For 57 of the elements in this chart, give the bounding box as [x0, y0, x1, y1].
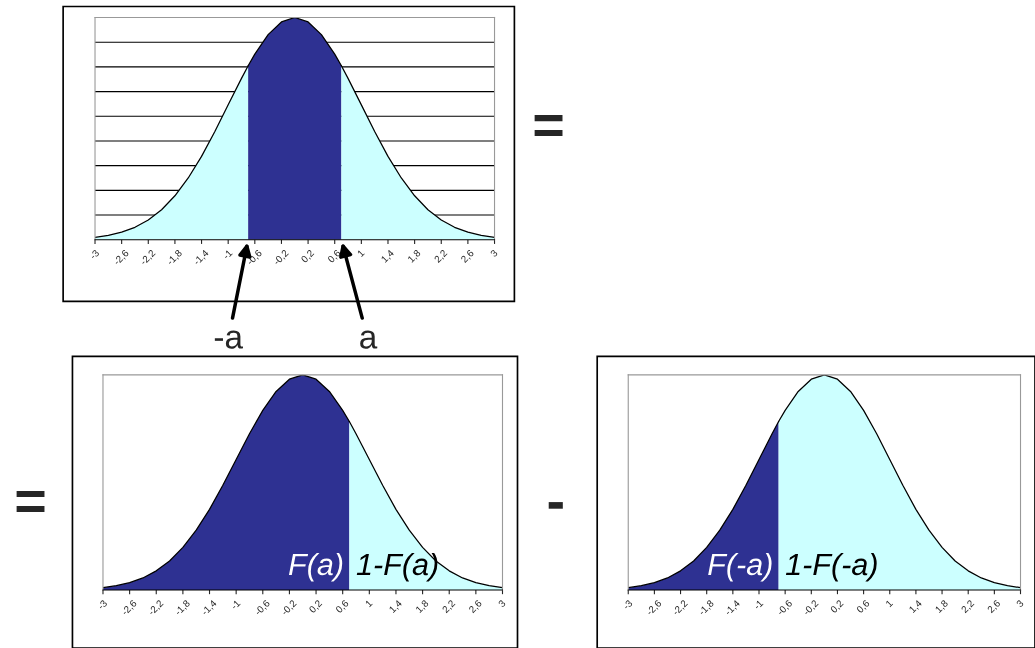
- x-tick-label: 1,8: [415, 599, 430, 614]
- x-tick-label: -0,6: [246, 249, 264, 267]
- x-tick-label: -1: [222, 249, 233, 260]
- x-tick-label: 1,4: [388, 599, 404, 614]
- x-tick-label: -2,2: [147, 599, 165, 617]
- x-tick-label: 0,6: [327, 249, 342, 264]
- x-tick-label: 1: [364, 599, 373, 608]
- x-tick-label: -1,8: [166, 249, 184, 267]
- x-tick-label: 2,2: [960, 599, 976, 615]
- x-tick-label: -1: [230, 599, 241, 610]
- x-tick-label: -0,6: [254, 599, 272, 617]
- x-tick-label: 1,4: [908, 599, 924, 614]
- x-tick-label: -3: [622, 599, 633, 610]
- x-tick-label: -1,8: [698, 599, 715, 617]
- x-tick-label: -2,6: [120, 599, 138, 617]
- x-tick-label: 0,6: [335, 599, 350, 615]
- x-tick-label: 0,2: [300, 249, 316, 264]
- x-tick-label: -0,6: [776, 599, 794, 617]
- x-tick-label: 3: [497, 599, 506, 608]
- x-tick-label: 2,6: [986, 599, 1002, 615]
- x-tick-label: 0,6: [856, 599, 871, 615]
- x-tick-label: 1,8: [934, 599, 950, 614]
- x-tick-label: -0,2: [272, 249, 290, 267]
- annotation: F(-a): [708, 552, 772, 582]
- x-tick-label: -1,4: [200, 599, 218, 617]
- x-tick-label: 3: [489, 249, 498, 258]
- x-tick-label: -2,2: [671, 599, 689, 617]
- text: =: [16, 490, 45, 512]
- x-tick-label: 2,6: [460, 249, 476, 264]
- annotation: -a: [214, 330, 243, 349]
- annotation: F(a): [288, 552, 343, 582]
- x-tick-label: -1,8: [174, 599, 192, 617]
- x-tick-label: -3: [97, 599, 108, 610]
- x-tick-label: 2,2: [433, 249, 449, 264]
- x-tick-label: -1,4: [724, 599, 742, 617]
- x-tick-label: 3: [1015, 599, 1024, 608]
- x-tick-label: 1,8: [407, 249, 422, 264]
- x-tick-label: -1,4: [192, 249, 210, 267]
- x-tick-label: -2,6: [645, 599, 663, 617]
- x-tick-label: -0,2: [280, 599, 298, 617]
- annotation: 1-F(-a): [785, 552, 877, 582]
- x-tick-label: 1,4: [380, 249, 396, 264]
- text: =: [534, 115, 563, 137]
- x-tick-label: -2,6: [113, 249, 130, 267]
- x-tick-label: -0,2: [802, 599, 820, 617]
- text: -: [548, 502, 563, 509]
- x-tick-label: -1: [753, 599, 764, 610]
- x-tick-label: -3: [89, 249, 100, 260]
- x-tick-label: 0,2: [829, 599, 845, 615]
- x-tick-label: 0,2: [308, 599, 324, 615]
- x-tick-label: -2,2: [139, 249, 157, 267]
- x-tick-label: 1: [357, 249, 365, 258]
- annotation: a: [360, 330, 378, 349]
- x-tick-label: 2,6: [468, 599, 483, 615]
- x-tick-label: 1: [885, 599, 894, 608]
- annotation: 1-F(a): [356, 552, 438, 582]
- x-tick-label: 2,2: [441, 599, 457, 615]
